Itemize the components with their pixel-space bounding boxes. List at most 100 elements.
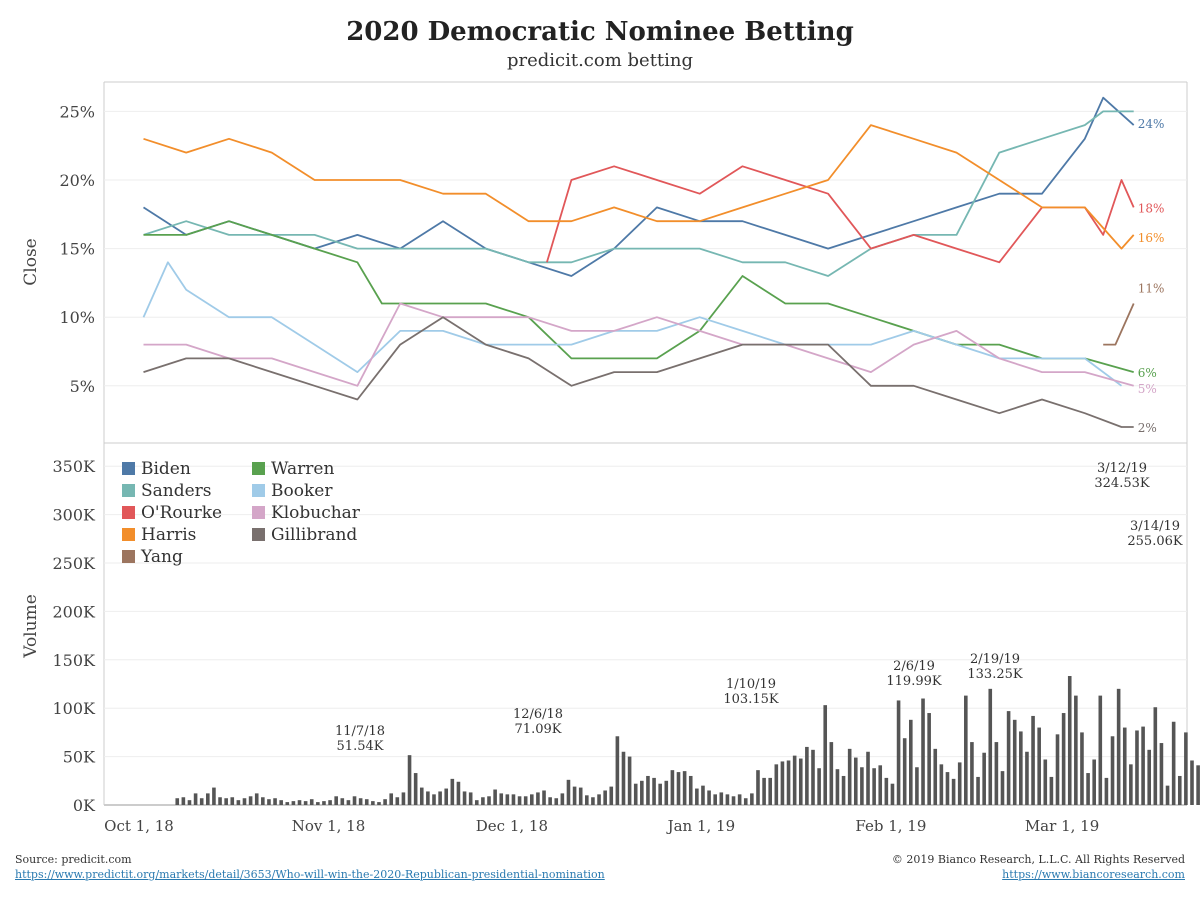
volume-bar: [328, 800, 332, 805]
volume-bar: [902, 738, 907, 805]
volume-bar: [291, 801, 296, 805]
volume-bar: [1171, 721, 1176, 805]
source-link[interactable]: https://www.predictit.org/markets/detail…: [15, 868, 605, 881]
volume-bar: [560, 793, 565, 805]
legend-label: Sanders: [141, 481, 212, 501]
volume-bar: [511, 794, 516, 805]
volume-bar: [1147, 749, 1152, 805]
volume-bar: [267, 799, 271, 805]
volume-bar: [860, 767, 864, 805]
site-link[interactable]: https://www.biancoresearch.com: [1002, 868, 1185, 881]
volume-bar: [1141, 726, 1145, 805]
volume-bar: [566, 779, 571, 805]
volume-bar: [468, 792, 473, 805]
top-y-tick-label: 25%: [59, 102, 95, 121]
volume-bar: [438, 791, 442, 805]
volume-bar: [371, 801, 375, 805]
legend-label: O'Rourke: [141, 503, 222, 523]
volume-bar: [676, 772, 681, 805]
volume-bar: [909, 719, 913, 805]
volume-bar: [334, 796, 338, 805]
volume-bar: [811, 749, 815, 805]
volume-bar: [187, 800, 192, 805]
volume-bar: [1159, 743, 1164, 805]
volume-bar: [1000, 771, 1005, 805]
legend-label: Klobuchar: [271, 503, 361, 523]
end-value-label: 2%: [1138, 421, 1157, 435]
volume-bar: [1092, 759, 1096, 805]
bottom-y-axis-title: Volume: [21, 594, 41, 659]
volume-bar: [358, 798, 363, 805]
annotation-date: 2/6/19: [893, 659, 935, 674]
volume-bar: [731, 796, 736, 805]
volume-bar: [688, 775, 693, 805]
legend-swatch: [252, 484, 265, 497]
volume-bar: [1061, 713, 1066, 805]
volume-bar: [682, 771, 687, 805]
volume-bar: [474, 800, 479, 805]
series-line-klobuchar: [143, 302, 1134, 387]
volume-bar: [505, 794, 510, 805]
volume-bar: [768, 777, 773, 805]
x-tick-label: Feb 1, 19: [855, 817, 926, 835]
annotation-value: 255.06K: [1127, 534, 1182, 549]
footer-copyright: © 2019 Bianco Research, L.L.C. All Right…: [892, 852, 1185, 882]
legend-label: Gillibrand: [271, 525, 357, 545]
volume-bar: [279, 800, 283, 805]
volume-bar: [964, 695, 968, 805]
volume-bar: [236, 800, 241, 805]
legend-swatch: [252, 462, 265, 475]
volume-bar: [261, 797, 265, 805]
volume-bar: [242, 798, 247, 805]
volume-bar: [652, 777, 656, 805]
volume-bar: [609, 786, 614, 805]
volume-bar: [713, 794, 717, 805]
volume-bar: [1098, 695, 1103, 805]
volume-bar: [224, 798, 228, 805]
top-y-tick-label: 20%: [59, 171, 95, 190]
volume-bar: [175, 798, 180, 805]
annotation-date: 2/19/19: [970, 652, 1020, 667]
top-y-axis-title: Close: [21, 238, 41, 285]
bottom-y-tick-label: 0K: [73, 796, 96, 815]
bottom-y-tick-label: 50K: [63, 748, 96, 767]
bottom-y-tick-label: 150K: [53, 651, 97, 670]
legend-label: Warren: [271, 459, 334, 479]
copyright-text: © 2019 Bianco Research, L.L.C. All Right…: [891, 853, 1185, 866]
volume-bar: [273, 798, 277, 805]
volume-bar: [945, 772, 950, 805]
series-line-orourke: [546, 165, 1135, 264]
volume-bar: [542, 790, 546, 805]
x-tick-label: Oct 1, 18: [104, 817, 174, 835]
volume-bar: [1025, 751, 1029, 805]
legend-swatch: [252, 506, 265, 519]
volume-bar: [352, 796, 357, 805]
volume-bar: [316, 802, 320, 805]
volume-bar: [695, 788, 699, 805]
volume-bar: [432, 794, 436, 805]
top-y-tick-label: 5%: [70, 377, 95, 396]
volume-bar: [1177, 775, 1182, 805]
volume-bar: [309, 799, 314, 805]
volume-bar: [756, 770, 760, 805]
volume-bar: [1135, 730, 1139, 805]
volume-bar: [1067, 676, 1072, 805]
volume-bar: [218, 797, 222, 805]
volume-bar: [206, 793, 210, 805]
annotation-value: 133.25K: [967, 667, 1022, 682]
annotation-value: 51.54K: [337, 739, 384, 754]
x-tick-label: Nov 1, 18: [292, 817, 366, 835]
annotation-value: 119.99K: [886, 674, 941, 689]
volume-bar: [1006, 711, 1011, 805]
volume-bar: [725, 794, 730, 805]
volume-bar: [597, 794, 601, 805]
volume-bar: [523, 796, 528, 805]
source-text: Source: predicit.com: [15, 853, 132, 866]
volume-bar: [1165, 785, 1170, 805]
volume-bar: [364, 799, 369, 805]
volume-bar: [456, 781, 461, 805]
volume-bar: [297, 800, 302, 805]
annotation-date: 3/14/19: [1130, 519, 1180, 534]
volume-bar: [1129, 764, 1133, 805]
